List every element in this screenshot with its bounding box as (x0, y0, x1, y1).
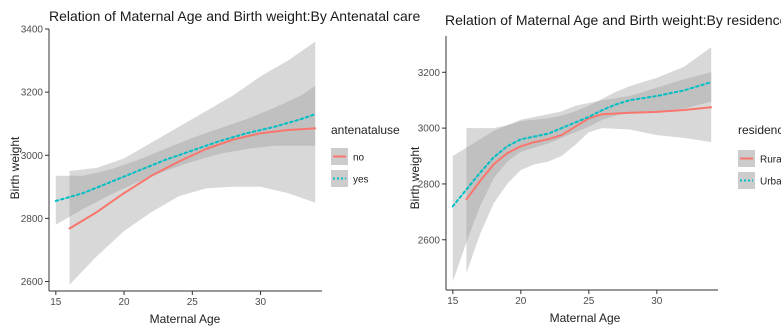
chart-residence: Relation of Maternal Age and Birth weigh… (408, 12, 781, 325)
y-tick-label: 3000 (418, 124, 441, 135)
x-tick-label: 15 (50, 297, 62, 308)
y-axis-title: Birth weight (8, 136, 22, 199)
y-tick-label: 3400 (21, 25, 44, 36)
x-axis-title: Maternal Age (550, 311, 621, 325)
y-tick-label: 3200 (418, 68, 441, 79)
series-line-yes (54, 113, 317, 202)
legend-key (331, 170, 348, 187)
y-axis-title: Birth weight (408, 146, 422, 209)
x-tick-label: 30 (255, 297, 267, 308)
x-tick-label: 25 (583, 296, 595, 307)
x-tick-label: 15 (447, 296, 459, 307)
confidence-band-urban (452, 47, 712, 282)
confidence-band-rural (466, 72, 712, 274)
series-line-urban (451, 81, 713, 208)
legend-label-urban: Urban (760, 177, 781, 188)
y-tick-label: 3000 (21, 151, 44, 162)
plot-area: 15 20 25 30 2600 2800 3000 3200 (418, 36, 718, 307)
x-tick-label: 30 (651, 296, 663, 307)
legend-title: residenc (738, 123, 781, 137)
x-tick-label: 25 (187, 297, 199, 308)
chart-title: Relation of Maternal Age and Birth weigh… (49, 8, 420, 24)
legend-label-rural: Rural (760, 155, 781, 166)
legend: Rural Urban (738, 150, 781, 189)
legend-label-yes: yes (353, 175, 369, 186)
confidence-band-yes (55, 85, 316, 225)
series-line-rural (465, 106, 713, 201)
x-tick-label: 20 (119, 297, 131, 308)
series-line-no (68, 127, 317, 230)
x-axis-title: Maternal Age (150, 312, 221, 326)
confidence-band-no (69, 41, 316, 285)
plot-area: 15 20 25 30 2600 2800 3000 3200 3400 (21, 25, 322, 308)
y-tick-label: 2600 (418, 235, 441, 246)
y-tick-label: 2600 (21, 277, 44, 288)
chart-antenatal-care: Relation of Maternal Age and Birth weigh… (8, 8, 420, 326)
plot-background (49, 29, 322, 291)
legend: no yes (331, 148, 369, 187)
legend-key (738, 172, 755, 189)
chart-title: Relation of Maternal Age and Birth weigh… (445, 12, 781, 28)
legend-title: antenataluse (331, 123, 400, 137)
y-tick-label: 3200 (21, 88, 44, 99)
y-tick-label: 2800 (418, 179, 441, 190)
y-tick-label: 2800 (21, 214, 44, 225)
legend-label-no: no (353, 153, 365, 164)
x-tick-label: 20 (515, 296, 527, 307)
plot-background (446, 36, 718, 290)
